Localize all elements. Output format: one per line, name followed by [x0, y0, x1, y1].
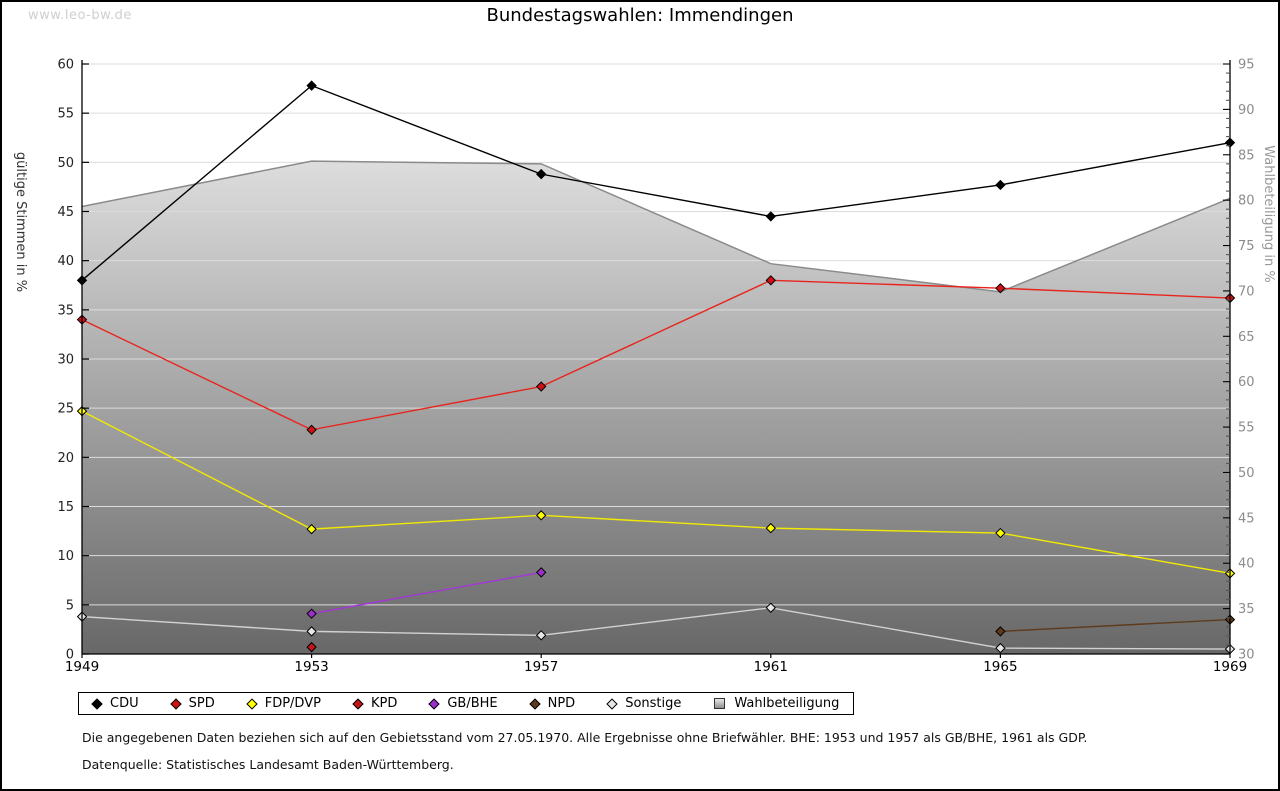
svg-text:35: 35 [57, 303, 74, 318]
svg-text:85: 85 [1238, 148, 1255, 163]
series-gb-bhe [306, 567, 547, 619]
legend-item-kpd: KPD [352, 696, 398, 711]
legend-item-gb-bhe: GB/BHE [428, 696, 498, 711]
svg-text:25: 25 [57, 402, 74, 417]
chart-title: Bundestagswahlen: Immendingen [486, 5, 794, 26]
legend-area-icon [714, 698, 726, 709]
svg-text:35: 35 [1238, 602, 1255, 617]
legend-diamond-icon [528, 697, 541, 710]
legend-diamond-icon [91, 697, 103, 710]
right-axis: 30 35 40 45 50 55 60 65 70 75 80 85 90 95 Wahlbeteilig… [1223, 58, 1276, 663]
svg-text:30: 30 [1238, 648, 1255, 663]
svg-text:80: 80 [1238, 194, 1255, 209]
svg-text:10: 10 [57, 549, 74, 564]
svg-text:gültige Stimmen in %: gültige Stimmen in % [13, 152, 28, 292]
svg-text:20: 20 [57, 451, 74, 466]
svg-text:45: 45 [57, 205, 74, 220]
svg-text:30: 30 [57, 353, 74, 368]
svg-text:45: 45 [1238, 511, 1255, 526]
legend-diamond-icon [169, 697, 182, 710]
series-kpd [306, 641, 317, 653]
svg-text:40: 40 [1238, 557, 1255, 572]
svg-text:5: 5 [66, 598, 74, 613]
legend-label: GB/BHE [447, 696, 498, 711]
legend-label: Sonstige [625, 696, 682, 711]
legend-label: NPD [547, 696, 576, 711]
legend-diamond-icon [246, 697, 258, 710]
svg-text:50: 50 [57, 156, 74, 171]
svg-text:70: 70 [1238, 284, 1255, 299]
svg-text:Wahlbeteiligung in %: Wahlbeteiligung in % [1261, 145, 1276, 282]
legend-item-wahlbeteiligung: Wahlbeteiligung [714, 696, 839, 711]
legend-label: FDP/DVP [264, 696, 321, 711]
svg-text:55: 55 [57, 107, 74, 122]
svg-text:1969: 1969 [1213, 659, 1247, 675]
svg-text:1965: 1965 [983, 659, 1017, 675]
gridlines [82, 63, 1230, 606]
svg-text:65: 65 [1238, 330, 1255, 345]
legend-label: SPD [188, 696, 215, 711]
legend: CDU SPD FDP/DVP KPD GB/BHE NPD Sonstige Wahlbet… [78, 692, 855, 715]
left-axis: 0 5 10 15 20 25 30 35 40 45 50 55 60 gültige Stimmen … [13, 58, 89, 663]
legend-item-fdp-dvp: FDP/DVP [246, 696, 321, 711]
svg-text:1961: 1961 [754, 659, 788, 675]
footnote-datenquelle: Datenquelle: Statistisches Landesamt Bad… [82, 757, 454, 772]
area-edge-wahlbeteiligung [81, 160, 1231, 293]
legend-item-npd: NPD [528, 696, 576, 711]
svg-text:90: 90 [1238, 103, 1255, 118]
svg-text:1953: 1953 [294, 659, 328, 675]
svg-text:40: 40 [57, 254, 74, 269]
svg-text:1949: 1949 [65, 659, 99, 675]
svg-text:1957: 1957 [524, 659, 558, 675]
svg-text:50: 50 [1238, 466, 1255, 481]
footnote-gebietsstand: Die angegebenen Daten beziehen sich auf … [82, 730, 1088, 745]
svg-text:0: 0 [66, 648, 74, 663]
legend-item-spd: SPD [169, 696, 215, 711]
legend-diamond-icon [428, 697, 440, 710]
area-wahlbeteiligung [82, 161, 1230, 654]
svg-text:95: 95 [1238, 58, 1255, 73]
svg-text:60: 60 [1238, 375, 1255, 390]
legend-label: CDU [110, 696, 139, 711]
axes [81, 60, 1231, 655]
legend-item-cdu: CDU [91, 696, 139, 711]
watermark: www.leo-bw.de [28, 8, 132, 23]
legend-label: Wahlbeteiligung [734, 696, 840, 711]
svg-text:15: 15 [57, 500, 74, 515]
svg-text:55: 55 [1238, 421, 1255, 436]
series-spd [76, 275, 1236, 436]
x-axis: 1949 1953 1957 1961 1965 1969 [65, 654, 1247, 675]
legend-diamond-icon [352, 697, 364, 710]
svg-text:75: 75 [1238, 239, 1255, 254]
legend-label: KPD [370, 696, 398, 711]
legend-item-sonstige: Sonstige [606, 696, 682, 711]
legend-diamond-icon [606, 697, 618, 710]
svg-text:60: 60 [57, 58, 74, 73]
series-sonstige [76, 602, 1236, 655]
